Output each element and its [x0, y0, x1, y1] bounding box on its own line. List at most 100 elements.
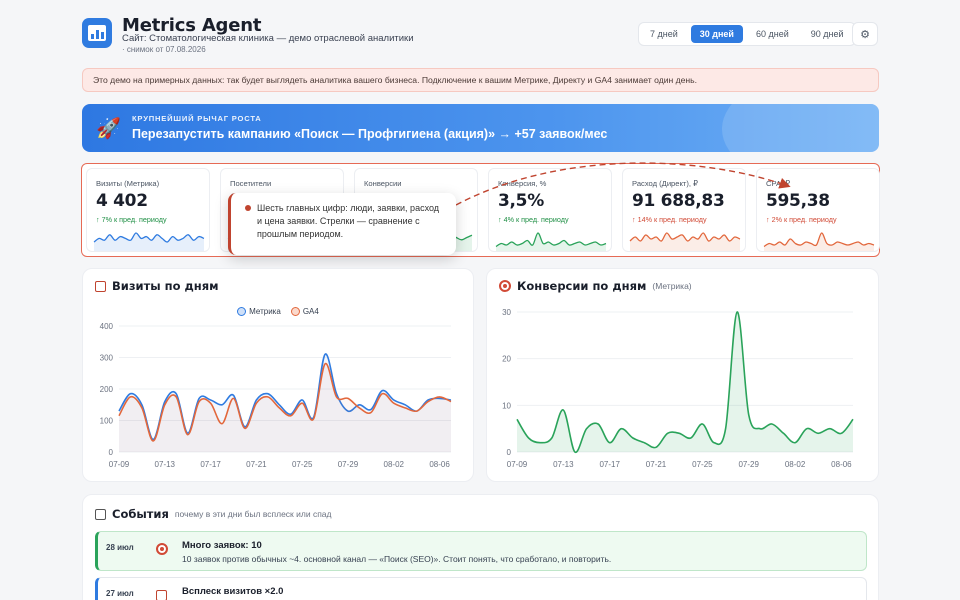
events-subtitle: почему в эти дни был всплеск или спад [174, 509, 332, 519]
y-tick-label: 200 [100, 385, 114, 394]
x-tick-label: 07-17 [200, 460, 221, 469]
growth-banner[interactable]: 🚀 КРУПНЕЙШИЙ РЫЧАГ РОСТА Перезапустить к… [82, 104, 879, 152]
x-tick-label: 07-29 [338, 460, 359, 469]
range-selector: 7 дней 30 дней 60 дней 90 дней [638, 22, 856, 46]
kpi-sparkline [93, 232, 205, 251]
chart-logo-icon [82, 18, 112, 48]
y-tick-label: 0 [109, 448, 114, 457]
sparkline-area [496, 232, 606, 251]
range-30-button[interactable]: 30 дней [690, 25, 743, 43]
series-area [119, 353, 451, 452]
range-90-button[interactable]: 90 дней [810, 29, 844, 39]
series-line [118, 353, 452, 441]
x-tick-label: 07-21 [646, 460, 667, 469]
x-tick-label: 08-02 [384, 460, 405, 469]
banner-text: Перезапустить кампанию «Поиск — Профгиги… [132, 127, 608, 141]
events-card: События почему в эти дни был всплеск или… [82, 494, 879, 600]
sparkline-area [764, 232, 874, 251]
kpi-card[interactable]: CPA, ₽ 595,38 ↑ 2% к пред. периоду [756, 168, 880, 252]
kpi-label: Посетители [230, 179, 272, 188]
sparkline-line [495, 232, 607, 248]
sparkline-line [763, 232, 875, 248]
app-header: Metrics Agent Сайт: Стоматологическая кл… [82, 15, 882, 58]
visits-chart-card: Визиты по дням Метрика GA4 0 100 200 300 400… [82, 268, 474, 482]
kpi-delta: ↑ 4% к пред. периоду [498, 215, 569, 224]
kpi-value: 3,5% [498, 191, 544, 211]
series-area [119, 363, 451, 452]
chart-icon [156, 588, 167, 600]
kpi-card[interactable]: Конверсия, % 3,5% ↑ 4% к пред. периоду [488, 168, 612, 252]
y-tick-label: 300 [100, 354, 114, 363]
x-tick-label: 08-02 [785, 460, 806, 469]
rocket-icon: 🚀 [96, 118, 121, 140]
sparkline-area [94, 232, 204, 251]
conversions-chart: 0 10 20 30 07-09 07-13 07-17 07-21 07-25 07-29 08-… [502, 308, 854, 469]
chart-icon [95, 280, 106, 292]
x-tick-label: 07-21 [246, 460, 267, 469]
conversions-chart-title: Конверсии по дням (Метрика) [499, 279, 692, 293]
event-date: 28 июл [106, 543, 134, 552]
kpi-delta: ↑ 7% к пред. периоду [96, 215, 167, 224]
kpi-value: 595,38 [766, 191, 830, 211]
kpi-sparkline [495, 232, 607, 251]
kpi-row: Визиты (Метрика) 4 402 ↑ 7% к пред. период… [81, 163, 880, 257]
kpi-sparkline [629, 232, 741, 251]
y-tick-label: 20 [502, 355, 511, 364]
kpi-value: 91 688,83 [632, 191, 725, 211]
visits-chart-title: Визиты по дням [95, 279, 219, 293]
demo-notice: Это демо на примерных данных: так будет … [82, 68, 879, 92]
kpi-label: Конверсия, % [498, 179, 547, 188]
range-7-button[interactable]: 7 дней [650, 29, 678, 39]
event-item[interactable]: 27 июл Всплеск визитов ×2.0 [95, 577, 867, 600]
tour-tooltip: Шесть главных цифр: люди, заявки, расход… [228, 193, 456, 255]
kpi-label: Расход (Директ), ₽ [632, 179, 698, 188]
y-tick-label: 30 [502, 308, 511, 317]
legend-item-metrika[interactable]: Метрика [237, 307, 281, 316]
banner-glow [722, 104, 879, 152]
event-description: 10 заявок против обычных ~4. основной ка… [182, 554, 612, 564]
gear-icon[interactable]: ⚙ [852, 22, 878, 46]
sparkline-line [93, 232, 205, 243]
conversions-chart-card: Конверсии по дням (Метрика) 0 10 20 30 07-09… [486, 268, 879, 482]
event-title: Много заявок: 10 [182, 540, 262, 551]
kpi-label: CPA, ₽ [766, 179, 791, 188]
visits-legend: Метрика GA4 [83, 307, 473, 316]
x-tick-label: 07-29 [738, 460, 759, 469]
target-icon [156, 542, 168, 560]
x-tick-label: 07-13 [553, 460, 574, 469]
kpi-label: Конверсии [364, 179, 402, 188]
event-date: 27 июл [106, 589, 134, 598]
tooltip-text: Шесть главных цифр: люди, заявки, расход… [257, 203, 440, 239]
y-tick-label: 400 [100, 322, 114, 331]
x-tick-label: 07-25 [292, 460, 313, 469]
snapshot-date: · снимок от 07.08.2026 [122, 45, 206, 54]
x-tick-label: 07-09 [109, 460, 130, 469]
x-tick-label: 07-17 [599, 460, 620, 469]
legend-item-ga4[interactable]: GA4 [290, 307, 319, 316]
range-60-button[interactable]: 60 дней [755, 29, 789, 39]
y-tick-label: 10 [502, 401, 511, 410]
events-title: События почему в эти дни был всплеск или… [95, 507, 331, 521]
kpi-delta: ↑ 2% к пред. периоду [766, 215, 837, 224]
kpi-card[interactable]: Расход (Директ), ₽ 91 688,83 ↑ 14% к пред.… [622, 168, 746, 252]
sparkline-area [630, 232, 740, 251]
event-item[interactable]: 28 июл Много заявок: 10 10 заявок против… [95, 531, 867, 571]
visits-chart: 0 100 200 300 400 07-09 07-13 07-17 07-21 07-25 07… [100, 322, 452, 469]
x-tick-label: 08-06 [831, 460, 852, 469]
calendar-icon [95, 508, 106, 520]
series-line [118, 362, 452, 442]
target-icon [499, 280, 511, 292]
x-tick-label: 08-06 [429, 460, 450, 469]
series-line [516, 311, 854, 453]
app-title: Metrics Agent [122, 15, 262, 36]
kpi-label: Визиты (Метрика) [96, 179, 160, 188]
series-area [517, 311, 853, 453]
kpi-card[interactable]: Визиты (Метрика) 4 402 ↑ 7% к пред. период… [86, 168, 210, 252]
y-tick-label: 0 [507, 448, 512, 457]
x-tick-label: 07-25 [692, 460, 713, 469]
x-tick-label: 07-09 [507, 460, 528, 469]
y-tick-label: 100 [100, 417, 114, 426]
site-name: Сайт: Стоматологическая клиника — демо о… [122, 33, 414, 44]
kpi-value: 4 402 [96, 191, 148, 211]
kpi-delta: ↑ 14% к пред. периоду [632, 215, 707, 224]
